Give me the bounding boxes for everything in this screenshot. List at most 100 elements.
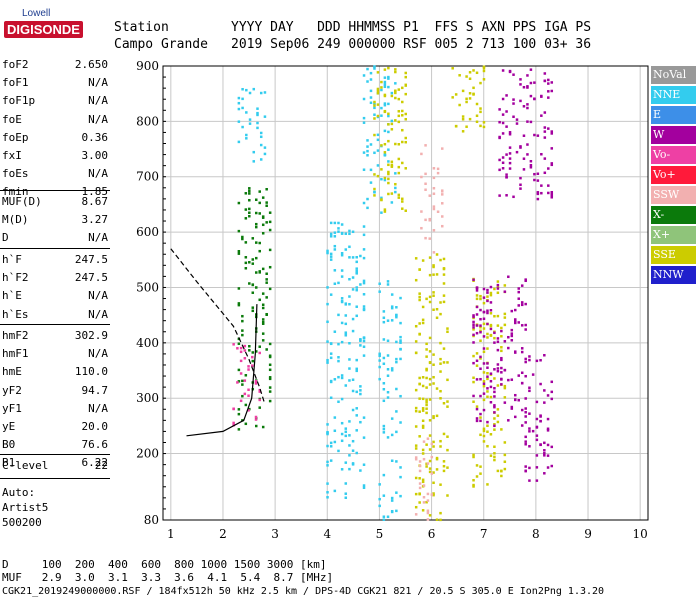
- echo-point: [387, 123, 390, 126]
- echo-point: [498, 168, 501, 172]
- param-value: N/A: [88, 307, 108, 321]
- echo-point: [378, 359, 381, 362]
- param-row: foF2 2.650: [2, 56, 108, 74]
- echo-point: [428, 459, 432, 463]
- echo-point: [232, 343, 235, 346]
- echo-point: [547, 127, 550, 130]
- echo-point: [362, 354, 366, 357]
- echo-point: [241, 383, 244, 386]
- echo-point: [486, 420, 489, 424]
- echo-point: [414, 351, 418, 355]
- echo-point: [366, 149, 369, 153]
- param-label: h`F2: [2, 271, 29, 285]
- echo-point: [383, 210, 387, 213]
- echo-point: [503, 323, 507, 327]
- echo-point: [519, 145, 522, 148]
- echo-point: [404, 92, 407, 96]
- param-value: 94.7: [81, 383, 109, 397]
- echo-point: [430, 493, 434, 496]
- echo-point: [517, 398, 520, 402]
- echo-point: [255, 211, 258, 215]
- echo-point: [489, 401, 493, 404]
- echo-point: [507, 275, 510, 279]
- auto-version: 500200: [2, 516, 42, 529]
- echo-point: [268, 355, 272, 359]
- echo-point: [479, 355, 482, 359]
- station-label: Station: [114, 20, 169, 35]
- echo-point: [435, 273, 439, 276]
- echo-point: [258, 398, 261, 402]
- echo-point: [259, 91, 263, 95]
- echo-point: [508, 152, 512, 155]
- echo-point: [378, 354, 381, 358]
- echo-point: [359, 389, 362, 392]
- echo-point: [486, 390, 489, 393]
- echo-point: [401, 114, 404, 117]
- echo-point: [432, 492, 435, 495]
- echo-point: [475, 305, 479, 309]
- echo-point: [475, 324, 479, 327]
- echo-point: [432, 186, 436, 190]
- echo-point: [526, 86, 529, 89]
- echo-point: [362, 233, 366, 237]
- param-label: M(D): [2, 213, 29, 227]
- echo-point: [500, 349, 503, 353]
- echo-point: [387, 181, 390, 185]
- echo-point: [479, 412, 482, 416]
- param-row: fxI 3.00: [2, 147, 108, 165]
- echo-point: [329, 459, 333, 462]
- echo-point: [418, 397, 421, 400]
- echo-point: [432, 416, 435, 420]
- echo-point: [519, 183, 522, 187]
- echo-point: [432, 291, 435, 294]
- echo-point: [512, 102, 515, 105]
- echo-point: [420, 152, 423, 156]
- echo-point: [383, 129, 387, 133]
- echo-point: [479, 107, 482, 110]
- echo-point: [259, 131, 263, 135]
- legend-item-nne: NNE: [651, 86, 696, 104]
- param-label: foE: [2, 112, 22, 126]
- echo-point: [535, 434, 539, 437]
- echo-point: [442, 300, 446, 304]
- echo-point: [401, 86, 404, 90]
- echo-point: [241, 125, 244, 129]
- echo-point: [486, 375, 489, 378]
- echo-point: [414, 444, 418, 447]
- echo-point: [422, 457, 426, 461]
- echo-point: [496, 369, 500, 373]
- echo-point: [439, 445, 442, 448]
- echo-point: [340, 253, 344, 257]
- echo-point: [394, 119, 397, 122]
- echo-point: [446, 327, 449, 330]
- echo-point: [255, 222, 258, 226]
- echo-point: [435, 253, 439, 256]
- echo-point: [383, 83, 387, 86]
- echo-point: [251, 283, 255, 287]
- echo-point: [472, 69, 475, 72]
- echo-point: [376, 103, 380, 106]
- echo-point: [505, 125, 508, 128]
- echo-point: [387, 85, 390, 89]
- echo-point: [543, 157, 547, 160]
- echo-point: [351, 389, 355, 393]
- echo-point: [439, 341, 442, 345]
- echo-point: [268, 376, 272, 379]
- echo-point: [397, 120, 401, 124]
- echo-point: [244, 261, 248, 265]
- echo-point: [237, 428, 241, 431]
- echo-point: [248, 214, 251, 218]
- echo-point: [340, 251, 344, 255]
- echo-point: [529, 94, 533, 98]
- echo-point: [256, 111, 259, 115]
- echo-point: [344, 331, 348, 334]
- echo-point: [355, 414, 358, 417]
- echo-point: [489, 327, 493, 331]
- echo-point: [395, 357, 398, 361]
- echo-point: [493, 331, 496, 335]
- echo-point: [498, 158, 501, 162]
- echo-point: [344, 492, 348, 495]
- echo-point: [421, 452, 425, 455]
- echo-point: [329, 379, 333, 383]
- echo-point: [550, 81, 554, 84]
